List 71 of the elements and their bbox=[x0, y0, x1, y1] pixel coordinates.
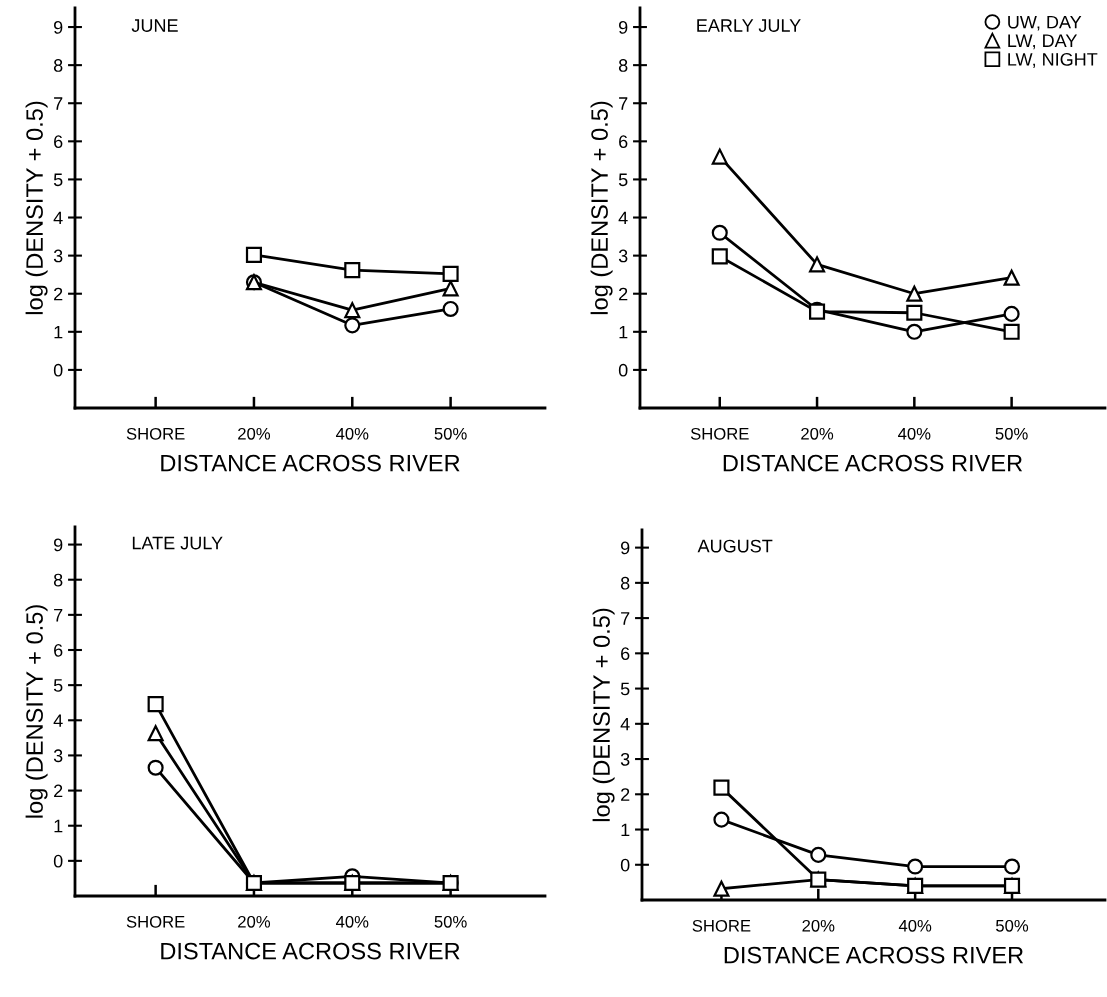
x-tick-label: 40% bbox=[898, 919, 932, 932]
x-tick-label: 20% bbox=[238, 427, 271, 440]
x-tick-label: 40% bbox=[898, 427, 931, 440]
chart-title: JUNE bbox=[131, 19, 178, 32]
y-tick-label: 2 bbox=[621, 788, 630, 801]
legend-label: LW, NIGHT bbox=[1008, 52, 1098, 68]
y-tick-label: 8 bbox=[620, 576, 630, 590]
y-tick-label: 3 bbox=[53, 749, 63, 763]
x-tick-label: SHORE bbox=[126, 427, 185, 440]
y-tick-label: 1 bbox=[619, 325, 628, 339]
chart-title: LATE JULY bbox=[132, 536, 223, 550]
x-axis-title: DISTANCE ACROSS RIVER bbox=[723, 454, 1023, 472]
y-tick-label: 8 bbox=[618, 59, 628, 72]
y-tick-label: 5 bbox=[53, 679, 63, 692]
legend-label: UW, DAY bbox=[1008, 15, 1082, 31]
y-tick-label: 1 bbox=[54, 325, 63, 339]
x-tick-label: 50% bbox=[434, 915, 467, 928]
y-tick-label: 7 bbox=[621, 612, 630, 625]
legend-label: LW, DAY bbox=[1008, 34, 1078, 50]
y-tick-label: 1 bbox=[54, 819, 63, 833]
y-tick-label: 4 bbox=[618, 211, 628, 225]
y-tick-label: 6 bbox=[54, 135, 63, 149]
y-tick-label: 0 bbox=[620, 858, 630, 872]
y-tick-label: 5 bbox=[53, 173, 63, 187]
y-tick-label: 4 bbox=[620, 717, 630, 731]
y-tick-label: 6 bbox=[621, 647, 630, 661]
y-tick-label: 7 bbox=[54, 608, 63, 622]
x-tick-label: SHORE bbox=[126, 915, 185, 928]
y-tick-label: 0 bbox=[53, 854, 63, 868]
x-tick-label: 40% bbox=[335, 915, 369, 928]
y-tick-label: 8 bbox=[53, 573, 63, 587]
x-tick-label: SHORE bbox=[692, 919, 751, 932]
y-tick-label: 8 bbox=[53, 59, 63, 72]
x-axis-title: DISTANCE ACROSS RIVER bbox=[724, 946, 1024, 964]
y-tick-label: 2 bbox=[54, 784, 63, 798]
x-axis-title: DISTANCE ACROSS RIVER bbox=[161, 454, 460, 472]
y-tick-label: 9 bbox=[621, 541, 630, 555]
x-tick-label: 20% bbox=[801, 427, 834, 440]
y-tick-label: 9 bbox=[54, 20, 63, 34]
y-axis-title: log (DENSITY + 0.5) bbox=[25, 101, 48, 315]
y-tick-label: 7 bbox=[54, 97, 63, 110]
x-tick-label: SHORE bbox=[690, 427, 749, 440]
y-tick-label: 4 bbox=[53, 211, 63, 225]
x-tick-label: 50% bbox=[995, 427, 1028, 440]
y-tick-label: 9 bbox=[619, 20, 628, 34]
y-tick-label: 7 bbox=[619, 97, 628, 110]
y-tick-label: 5 bbox=[618, 173, 628, 187]
y-tick-label: 4 bbox=[53, 714, 63, 727]
x-tick-label: 50% bbox=[434, 427, 467, 440]
x-tick-label: 50% bbox=[996, 919, 1029, 932]
chart-title: EARLY JULY bbox=[697, 19, 801, 32]
y-axis-title: log (DENSITY + 0.5) bbox=[590, 101, 613, 315]
y-tick-label: 2 bbox=[54, 287, 63, 301]
y-tick-label: 5 bbox=[620, 682, 630, 696]
y-tick-label: 1 bbox=[621, 823, 630, 837]
y-tick-label: 3 bbox=[618, 249, 628, 263]
chart-title: AUGUST bbox=[697, 539, 773, 553]
y-tick-label: 2 bbox=[619, 287, 628, 301]
y-axis-title: log (DENSITY + 0.5) bbox=[25, 605, 48, 818]
y-tick-label: 6 bbox=[54, 643, 63, 657]
x-tick-label: 40% bbox=[335, 427, 369, 440]
x-tick-label: 20% bbox=[802, 919, 835, 932]
y-tick-label: 0 bbox=[53, 363, 63, 377]
x-tick-label: 20% bbox=[238, 915, 271, 928]
y-tick-label: 3 bbox=[620, 752, 630, 766]
y-tick-label: 3 bbox=[53, 249, 63, 263]
y-axis-title: log (DENSITY + 0.5) bbox=[592, 608, 615, 822]
y-tick-label: 0 bbox=[618, 363, 628, 377]
y-tick-label: 9 bbox=[54, 538, 63, 552]
y-tick-label: 6 bbox=[619, 135, 628, 149]
x-axis-title: DISTANCE ACROSS RIVER bbox=[161, 942, 460, 960]
